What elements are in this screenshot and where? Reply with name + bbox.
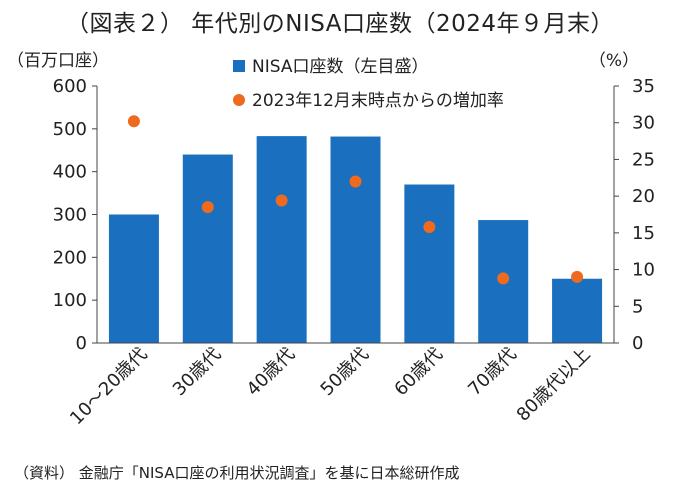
right-tick-label: 30 [632, 113, 655, 134]
right-tick-label: 0 [632, 333, 643, 354]
x-tick-label: 40歳代 [243, 344, 300, 401]
source-note: （資料） 金融庁「NISA口座の利用状況調査」を基に日本総研作成 [14, 464, 460, 482]
right-tick-label: 35 [632, 76, 655, 97]
bar [256, 136, 307, 343]
right-tick-label: 25 [632, 149, 655, 170]
right-tick-label: 20 [632, 186, 655, 207]
legend-marker-swatch [233, 94, 245, 106]
bar [330, 136, 381, 343]
chart-title: （図表２） 年代別のNISA口座数（2024年９月末） [65, 11, 615, 37]
left-tick-label: 300 [53, 205, 87, 226]
legend-bar-swatch [233, 60, 245, 72]
growth-rate-marker [201, 201, 214, 214]
left-axis: 0 100 200 300 400 500 600 [53, 76, 97, 354]
legend-marker-label: 2023年12月末時点からの増加率 [252, 91, 504, 111]
legend: NISA口座数（左目盛） 2023年12月末時点からの増加率 [233, 57, 504, 111]
left-tick-label: 200 [53, 247, 87, 268]
growth-rate-marker [571, 270, 584, 283]
left-tick-label: 0 [76, 333, 87, 354]
growth-rate-marker [423, 220, 436, 233]
left-tick-label: 600 [53, 76, 87, 97]
left-tick-label: 500 [53, 119, 87, 140]
x-tick-label: 80歳代以上 [513, 344, 595, 426]
right-tick-label: 15 [632, 223, 655, 244]
x-tick-label: 60歳代 [390, 344, 447, 401]
x-tick-label: 30歳代 [169, 344, 226, 401]
x-tick-label: 50歳代 [317, 344, 374, 401]
growth-rate-marker [275, 194, 288, 207]
bar-series [108, 136, 603, 343]
right-axis: 0 5 10 15 20 25 30 35 [614, 76, 655, 354]
growth-rate-marker [127, 115, 140, 128]
growth-rate-marker [349, 175, 362, 188]
right-tick-label: 10 [632, 260, 655, 281]
x-tick-label: 10～20歳代 [66, 344, 151, 429]
bar [108, 214, 159, 343]
bar [182, 154, 233, 343]
left-tick-label: 100 [53, 290, 87, 311]
right-tick-label: 5 [632, 296, 643, 317]
left-tick-label: 400 [53, 162, 87, 183]
bar [552, 278, 603, 343]
legend-bar-label: NISA口座数（左目盛） [252, 57, 428, 77]
growth-rate-marker [497, 272, 510, 285]
x-tick-label: 70歳代 [464, 344, 521, 401]
right-axis-unit: （%） [589, 51, 639, 71]
left-axis-unit: （百万口座） [7, 51, 109, 71]
bar [404, 184, 455, 343]
marker-series [127, 115, 584, 285]
